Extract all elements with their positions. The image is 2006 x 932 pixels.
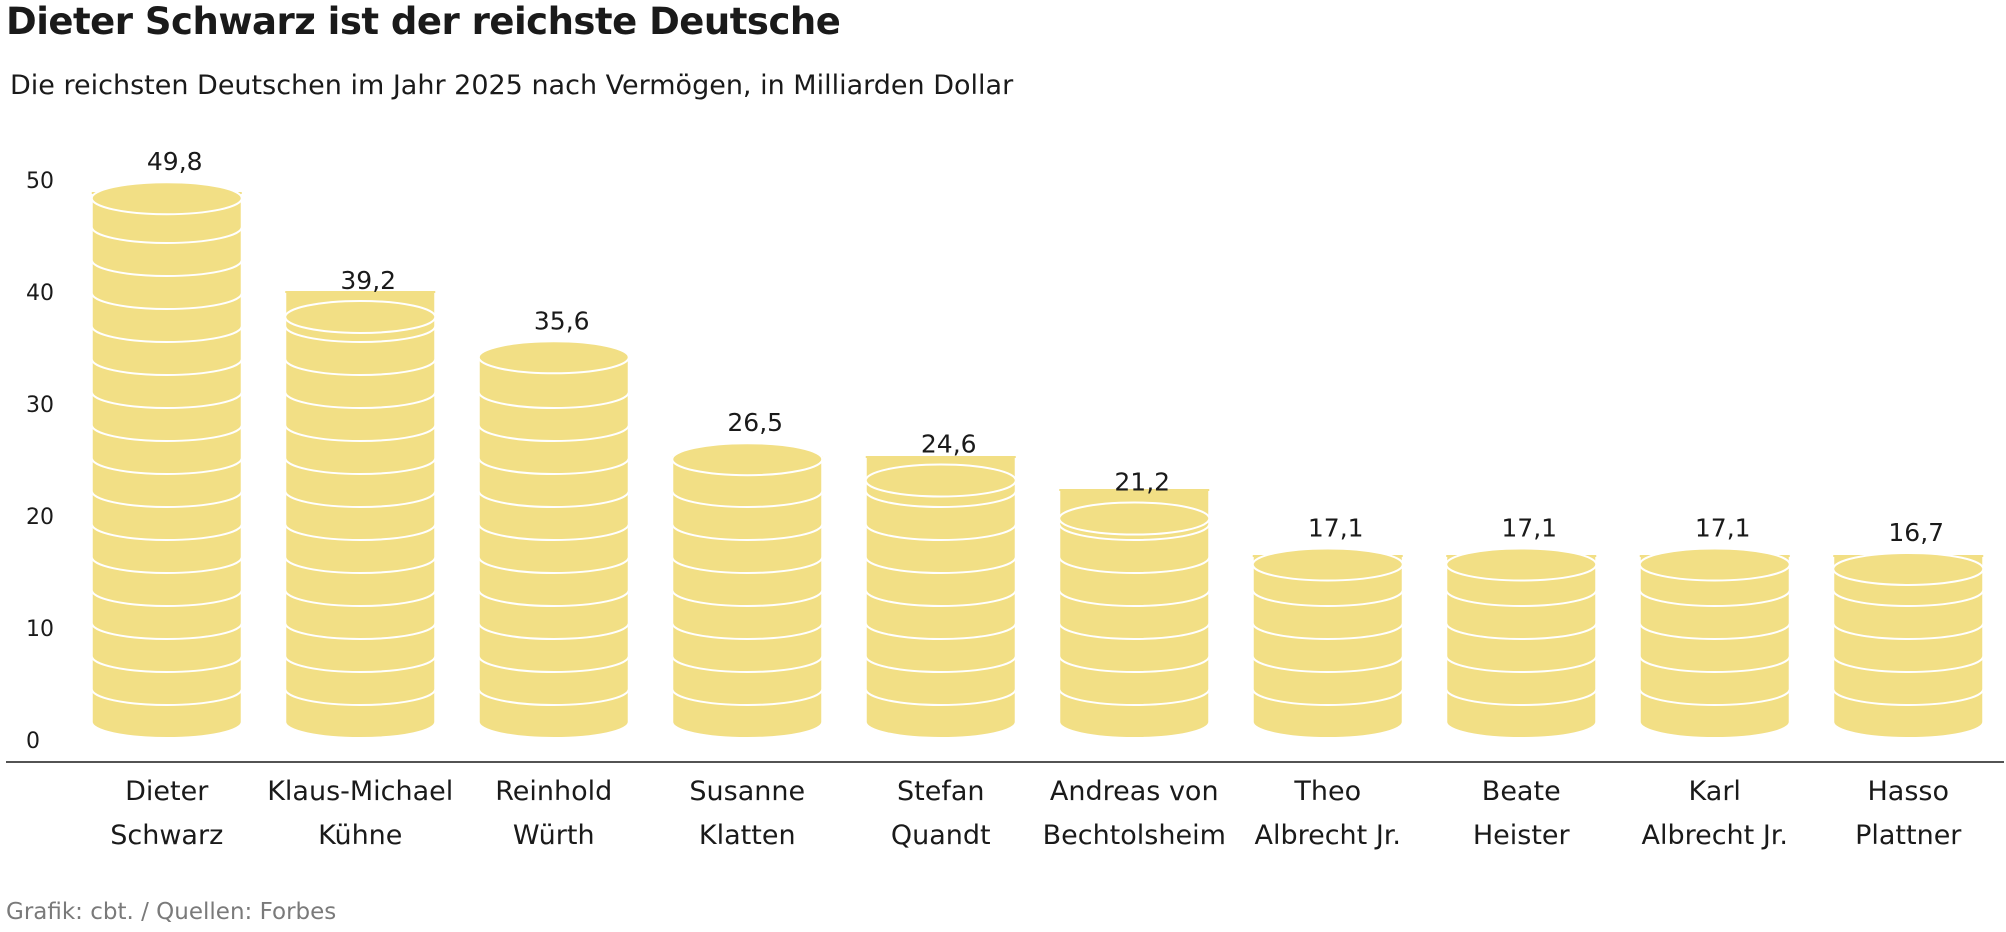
y-tick-label-3: 30	[26, 393, 54, 418]
coin-top	[1445, 547, 1598, 582]
chart-plot: 0 10 20 30 40 50 49,8 39,2 35,6 26,5 24,6 21,2 17,1…	[6, 147, 2004, 851]
bar-1	[284, 291, 437, 739]
y-tick-label-4: 40	[26, 281, 54, 306]
coin-top	[477, 340, 630, 375]
coin-top	[1251, 547, 1404, 582]
value-label-8: 17,1	[1695, 513, 1751, 542]
chart-title: Dieter Schwarz ist der reichste Deutsche	[6, 0, 841, 43]
bar-4	[864, 456, 1017, 739]
category-label-8: Karl Albrecht Jr.	[1641, 776, 1788, 851]
coin-top	[1638, 547, 1791, 582]
y-tick-label-1: 10	[26, 617, 54, 642]
coin-top	[671, 442, 824, 477]
value-label-5: 21,2	[1114, 468, 1170, 497]
bar-5	[1058, 489, 1211, 739]
category-label-2: Reinhold Würth	[495, 776, 612, 851]
value-label-7: 17,1	[1501, 513, 1557, 542]
category-labels: Dieter Schwarz Klaus-Michael Kühne Reinhold W…	[110, 776, 1962, 851]
value-label-4: 24,6	[921, 429, 977, 458]
category-label-1: Klaus-Michael Kühne	[267, 776, 453, 851]
value-label-9: 16,7	[1888, 518, 1944, 547]
value-label-2: 35,6	[534, 306, 590, 335]
coin-top	[284, 299, 437, 334]
y-axis-ticks: 0 10 20 30 40 50	[26, 169, 54, 754]
bar-0	[90, 181, 243, 739]
value-label-3: 26,5	[727, 408, 783, 437]
bar-9	[1832, 551, 1985, 739]
category-label-0: Dieter Schwarz	[110, 776, 223, 851]
value-label-6: 17,1	[1308, 513, 1364, 542]
coin-top	[1058, 501, 1211, 536]
bars	[90, 181, 1985, 739]
value-labels: 49,8 39,2 35,6 26,5 24,6 21,2 17,1 17,1 17,1 16,7	[147, 147, 1944, 547]
category-label-6: Theo Albrecht Jr.	[1254, 776, 1401, 851]
bar-6	[1251, 547, 1404, 739]
category-label-7: Beate Heister	[1473, 776, 1571, 851]
coin-top	[90, 181, 243, 216]
y-tick-label-2: 20	[26, 505, 54, 530]
bar-7	[1445, 547, 1598, 739]
y-tick-label-5: 50	[26, 169, 54, 194]
bar-2	[477, 340, 630, 739]
source-note: Grafik: cbt. / Quellen: Forbes	[6, 899, 337, 925]
category-label-3: Susanne Klatten	[689, 776, 805, 851]
category-label-4: Stefan Quandt	[891, 776, 991, 851]
y-tick-label-0: 0	[26, 729, 40, 754]
bar-3	[671, 442, 824, 739]
value-label-1: 39,2	[340, 266, 396, 295]
value-label-0: 49,8	[147, 147, 203, 176]
category-label-9: Hasso Plattner	[1855, 776, 1962, 851]
chart-subtitle: Die reichsten Deutschen im Jahr 2025 nac…	[10, 70, 1014, 101]
category-label-5: Andreas von Bechtolsheim	[1043, 776, 1226, 851]
coin-top	[864, 463, 1017, 498]
bar-8	[1638, 547, 1791, 739]
coin-top	[1832, 551, 1985, 586]
